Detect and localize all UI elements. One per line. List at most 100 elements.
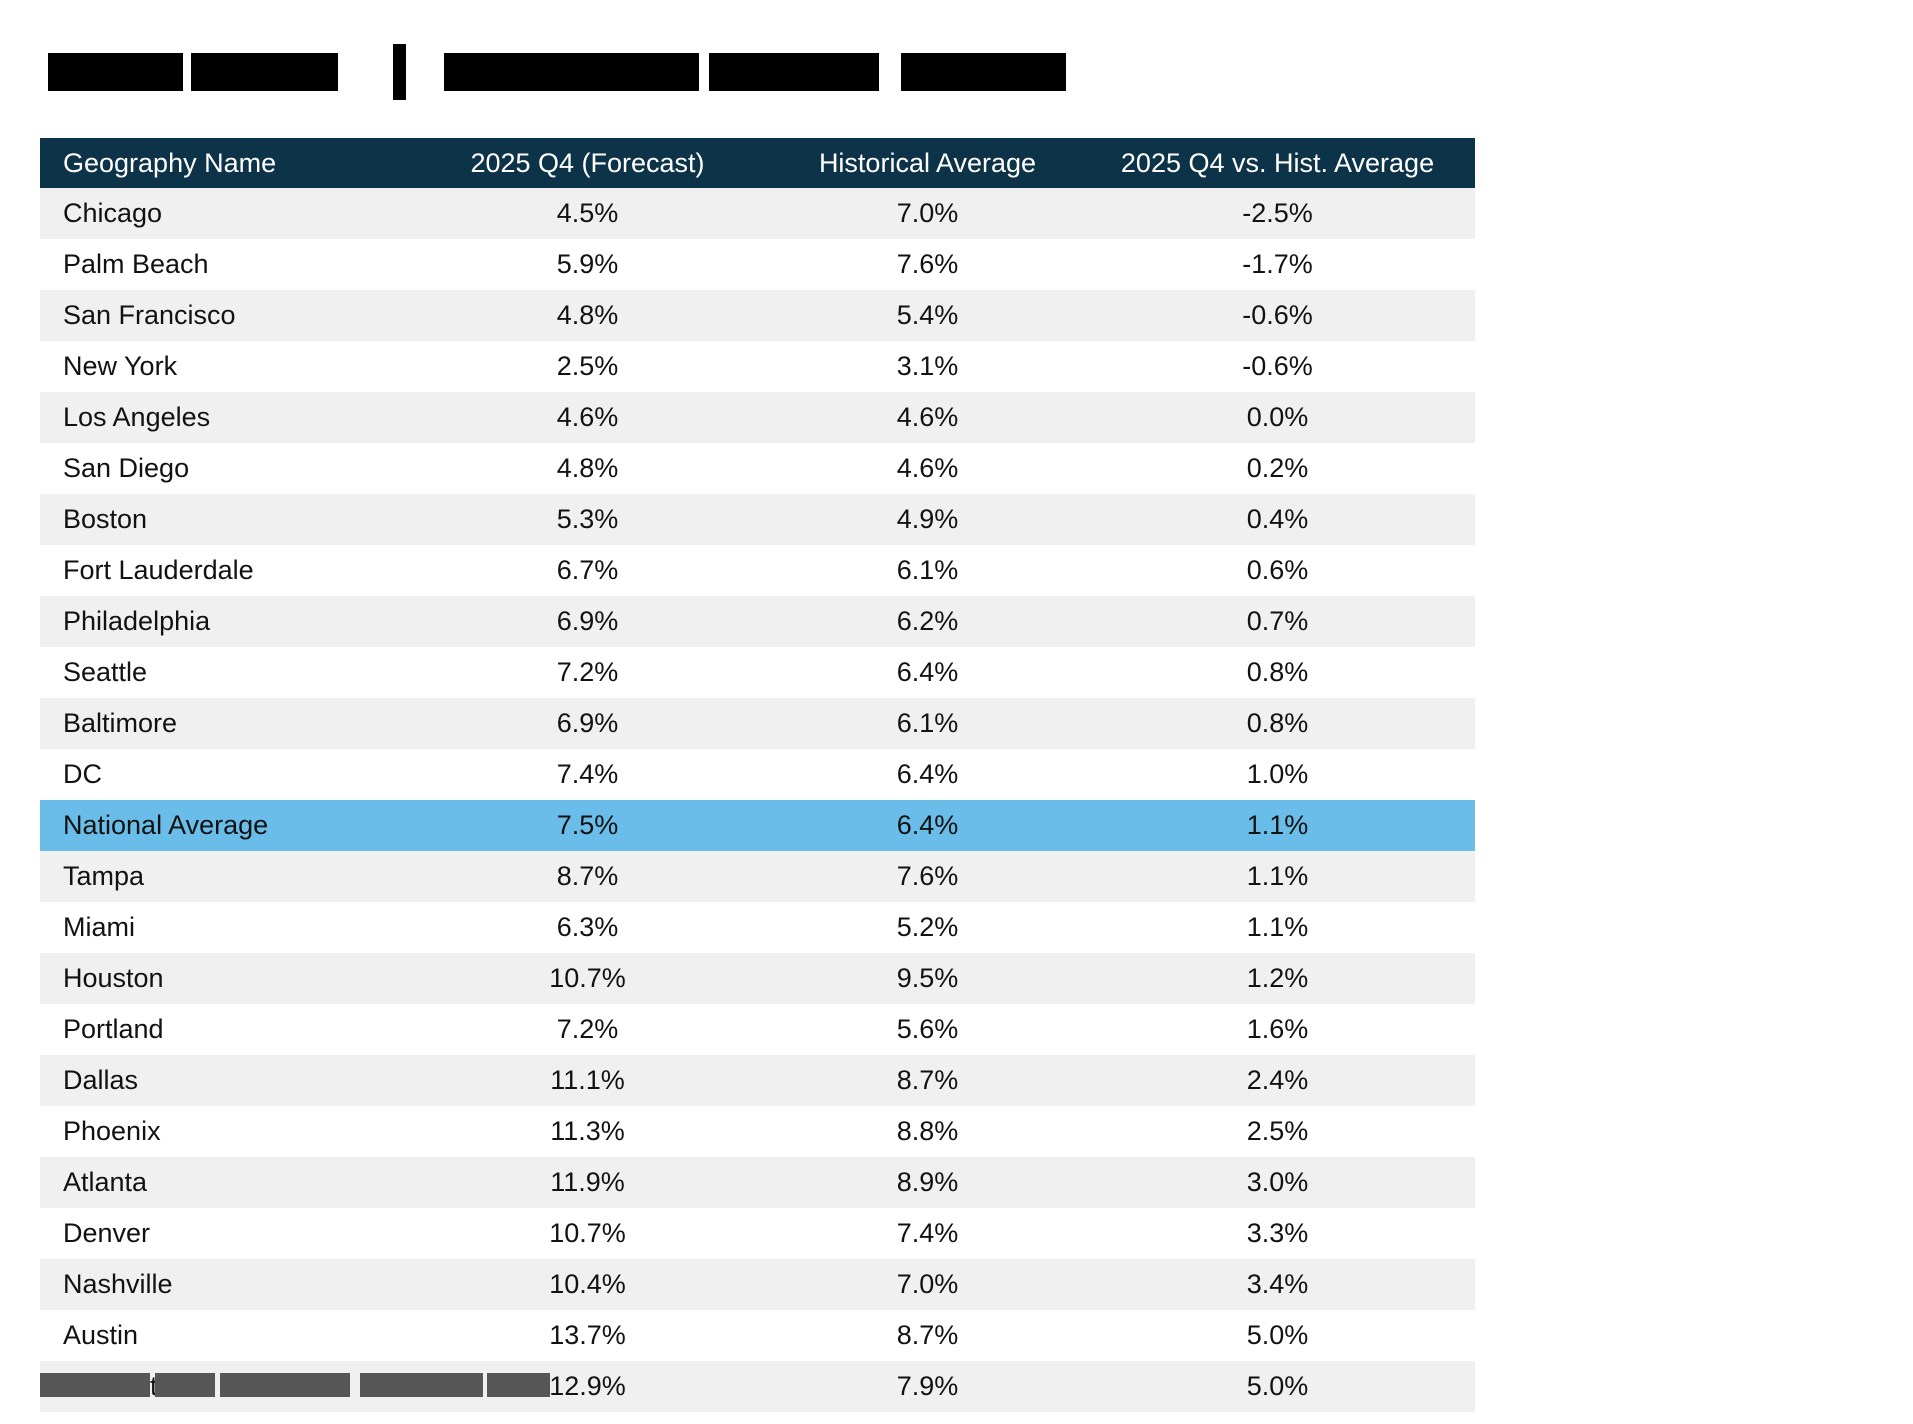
forecast-cell: 4.6% [556, 402, 619, 432]
table-row: Baltimore 6.9% 6.1% 0.8% [40, 698, 1475, 749]
forecast-cell: 8.7% [556, 861, 619, 891]
table-row-national-average: National Average 7.5% 6.4% 1.1% [40, 800, 1475, 851]
table-row: Dallas 11.1% 8.7% 2.4% [40, 1055, 1475, 1106]
delta-cell: 1.0% [1246, 759, 1309, 789]
column-header-delta: 2025 Q4 vs. Hist. Average [1080, 138, 1475, 188]
delta-cell: 1.1% [1246, 810, 1309, 840]
historical-cell: 7.0% [896, 1269, 959, 1299]
table-row: Miami 6.3% 5.2% 1.1% [40, 902, 1475, 953]
table-row: Denver 10.7% 7.4% 3.3% [40, 1208, 1475, 1259]
table-row: Seattle 7.2% 6.4% 0.8% [40, 647, 1475, 698]
forecast-cell: 12.9% [549, 1371, 626, 1401]
title-redaction-block [901, 53, 1066, 91]
column-header-geography: Geography Name [40, 138, 400, 188]
table-row: Austin 13.7% 8.7% 5.0% [40, 1310, 1475, 1361]
forecast-cell: 11.1% [550, 1065, 625, 1095]
forecast-cell: 13.7% [549, 1320, 626, 1350]
table-row: Houston 10.7% 9.5% 1.2% [40, 953, 1475, 1004]
table-row: Tampa 8.7% 7.6% 1.1% [40, 851, 1475, 902]
forecast-cell: 4.5% [556, 198, 619, 228]
forecast-cell: 2.5% [556, 351, 619, 381]
forecast-cell: 10.7% [549, 963, 626, 993]
vacancy-table: Geography Name 2025 Q4 (Forecast) Histor… [40, 138, 1475, 1412]
table-row: San Francisco 4.8% 5.4% -0.6% [40, 290, 1475, 341]
delta-cell: 0.4% [1246, 504, 1309, 534]
delta-cell: -0.6% [1242, 351, 1313, 381]
report-title-redacted [48, 44, 1066, 100]
source-redaction-block [360, 1373, 483, 1397]
geography-cell: Boston [63, 504, 148, 534]
geography-cell: Tampa [63, 861, 145, 891]
forecast-cell: 4.8% [556, 453, 619, 483]
forecast-cell: 6.7% [556, 555, 619, 585]
geography-cell: Philadelphia [63, 606, 211, 636]
geography-cell: Dallas [63, 1065, 139, 1095]
historical-cell: 6.4% [896, 759, 959, 789]
table-row: Fort Lauderdale 6.7% 6.1% 0.6% [40, 545, 1475, 596]
forecast-cell: 4.8% [556, 300, 619, 330]
delta-cell: 1.1% [1246, 861, 1309, 891]
forecast-cell: 7.5% [556, 810, 619, 840]
historical-cell: 7.6% [896, 861, 959, 891]
delta-cell: 0.2% [1246, 453, 1309, 483]
historical-cell: 6.2% [896, 606, 959, 636]
title-redaction-block [191, 53, 338, 91]
historical-cell: 7.4% [896, 1218, 959, 1248]
forecast-cell: 6.3% [556, 912, 619, 942]
title-redaction-block [48, 53, 183, 91]
delta-cell: -2.5% [1242, 198, 1313, 228]
historical-cell: 6.1% [896, 708, 959, 738]
historical-cell: 6.4% [896, 657, 959, 687]
historical-cell: 7.9% [896, 1371, 959, 1401]
delta-cell: 0.6% [1246, 555, 1309, 585]
geography-cell: Los Angeles [63, 402, 211, 432]
delta-cell: 0.7% [1246, 606, 1309, 636]
table-row: Philadelphia 6.9% 6.2% 0.7% [40, 596, 1475, 647]
forecast-cell: 11.3% [550, 1116, 625, 1146]
table-header-row: Geography Name 2025 Q4 (Forecast) Histor… [40, 138, 1475, 188]
delta-cell: 0.0% [1246, 402, 1309, 432]
title-redaction-block [393, 44, 406, 100]
geography-cell: Chicago [63, 198, 163, 228]
historical-cell: 7.0% [896, 198, 959, 228]
delta-cell: 2.4% [1246, 1065, 1309, 1095]
geography-cell: National Average [63, 810, 269, 840]
table-row: DC 7.4% 6.4% 1.0% [40, 749, 1475, 800]
historical-cell: 4.6% [896, 453, 959, 483]
forecast-cell: 7.2% [556, 657, 619, 687]
geography-cell: Palm Beach [63, 249, 209, 279]
title-redaction-block [709, 53, 879, 91]
delta-cell: 1.6% [1246, 1014, 1309, 1044]
forecast-cell: 7.2% [556, 1014, 619, 1044]
geography-cell: Austin [63, 1320, 139, 1350]
delta-cell: 2.5% [1246, 1116, 1309, 1146]
forecast-cell: 10.4% [549, 1269, 626, 1299]
geography-cell: Houston [63, 963, 164, 993]
geography-cell: Seattle [63, 657, 148, 687]
delta-cell: 3.0% [1246, 1167, 1309, 1197]
delta-cell: -0.6% [1242, 300, 1313, 330]
table-body: Chicago 4.5% 7.0% -2.5% Palm Beach 5.9% 7.6% -1… [40, 188, 1475, 1412]
historical-cell: 9.5% [896, 963, 959, 993]
source-redaction-block [220, 1373, 350, 1397]
column-header-forecast: 2025 Q4 (Forecast) [400, 138, 775, 188]
geography-cell: Miami [63, 912, 135, 942]
delta-cell: 1.1% [1246, 912, 1309, 942]
historical-cell: 8.7% [896, 1065, 959, 1095]
source-redaction-block [155, 1373, 215, 1397]
forecast-cell: 7.4% [556, 759, 619, 789]
delta-cell: 3.4% [1246, 1269, 1309, 1299]
geography-cell: Atlanta [63, 1167, 148, 1197]
historical-cell: 7.6% [896, 249, 959, 279]
table-row: San Diego 4.8% 4.6% 0.2% [40, 443, 1475, 494]
source-redaction-block [40, 1373, 150, 1397]
historical-cell: 8.8% [896, 1116, 959, 1146]
historical-cell: 5.6% [896, 1014, 959, 1044]
forecast-cell: 6.9% [556, 606, 619, 636]
table-row: Chicago 4.5% 7.0% -2.5% [40, 188, 1475, 239]
delta-cell: -1.7% [1242, 249, 1313, 279]
forecast-cell: 10.7% [549, 1218, 626, 1248]
table-row: Phoenix 11.3% 8.8% 2.5% [40, 1106, 1475, 1157]
geography-cell: Baltimore [63, 708, 178, 738]
